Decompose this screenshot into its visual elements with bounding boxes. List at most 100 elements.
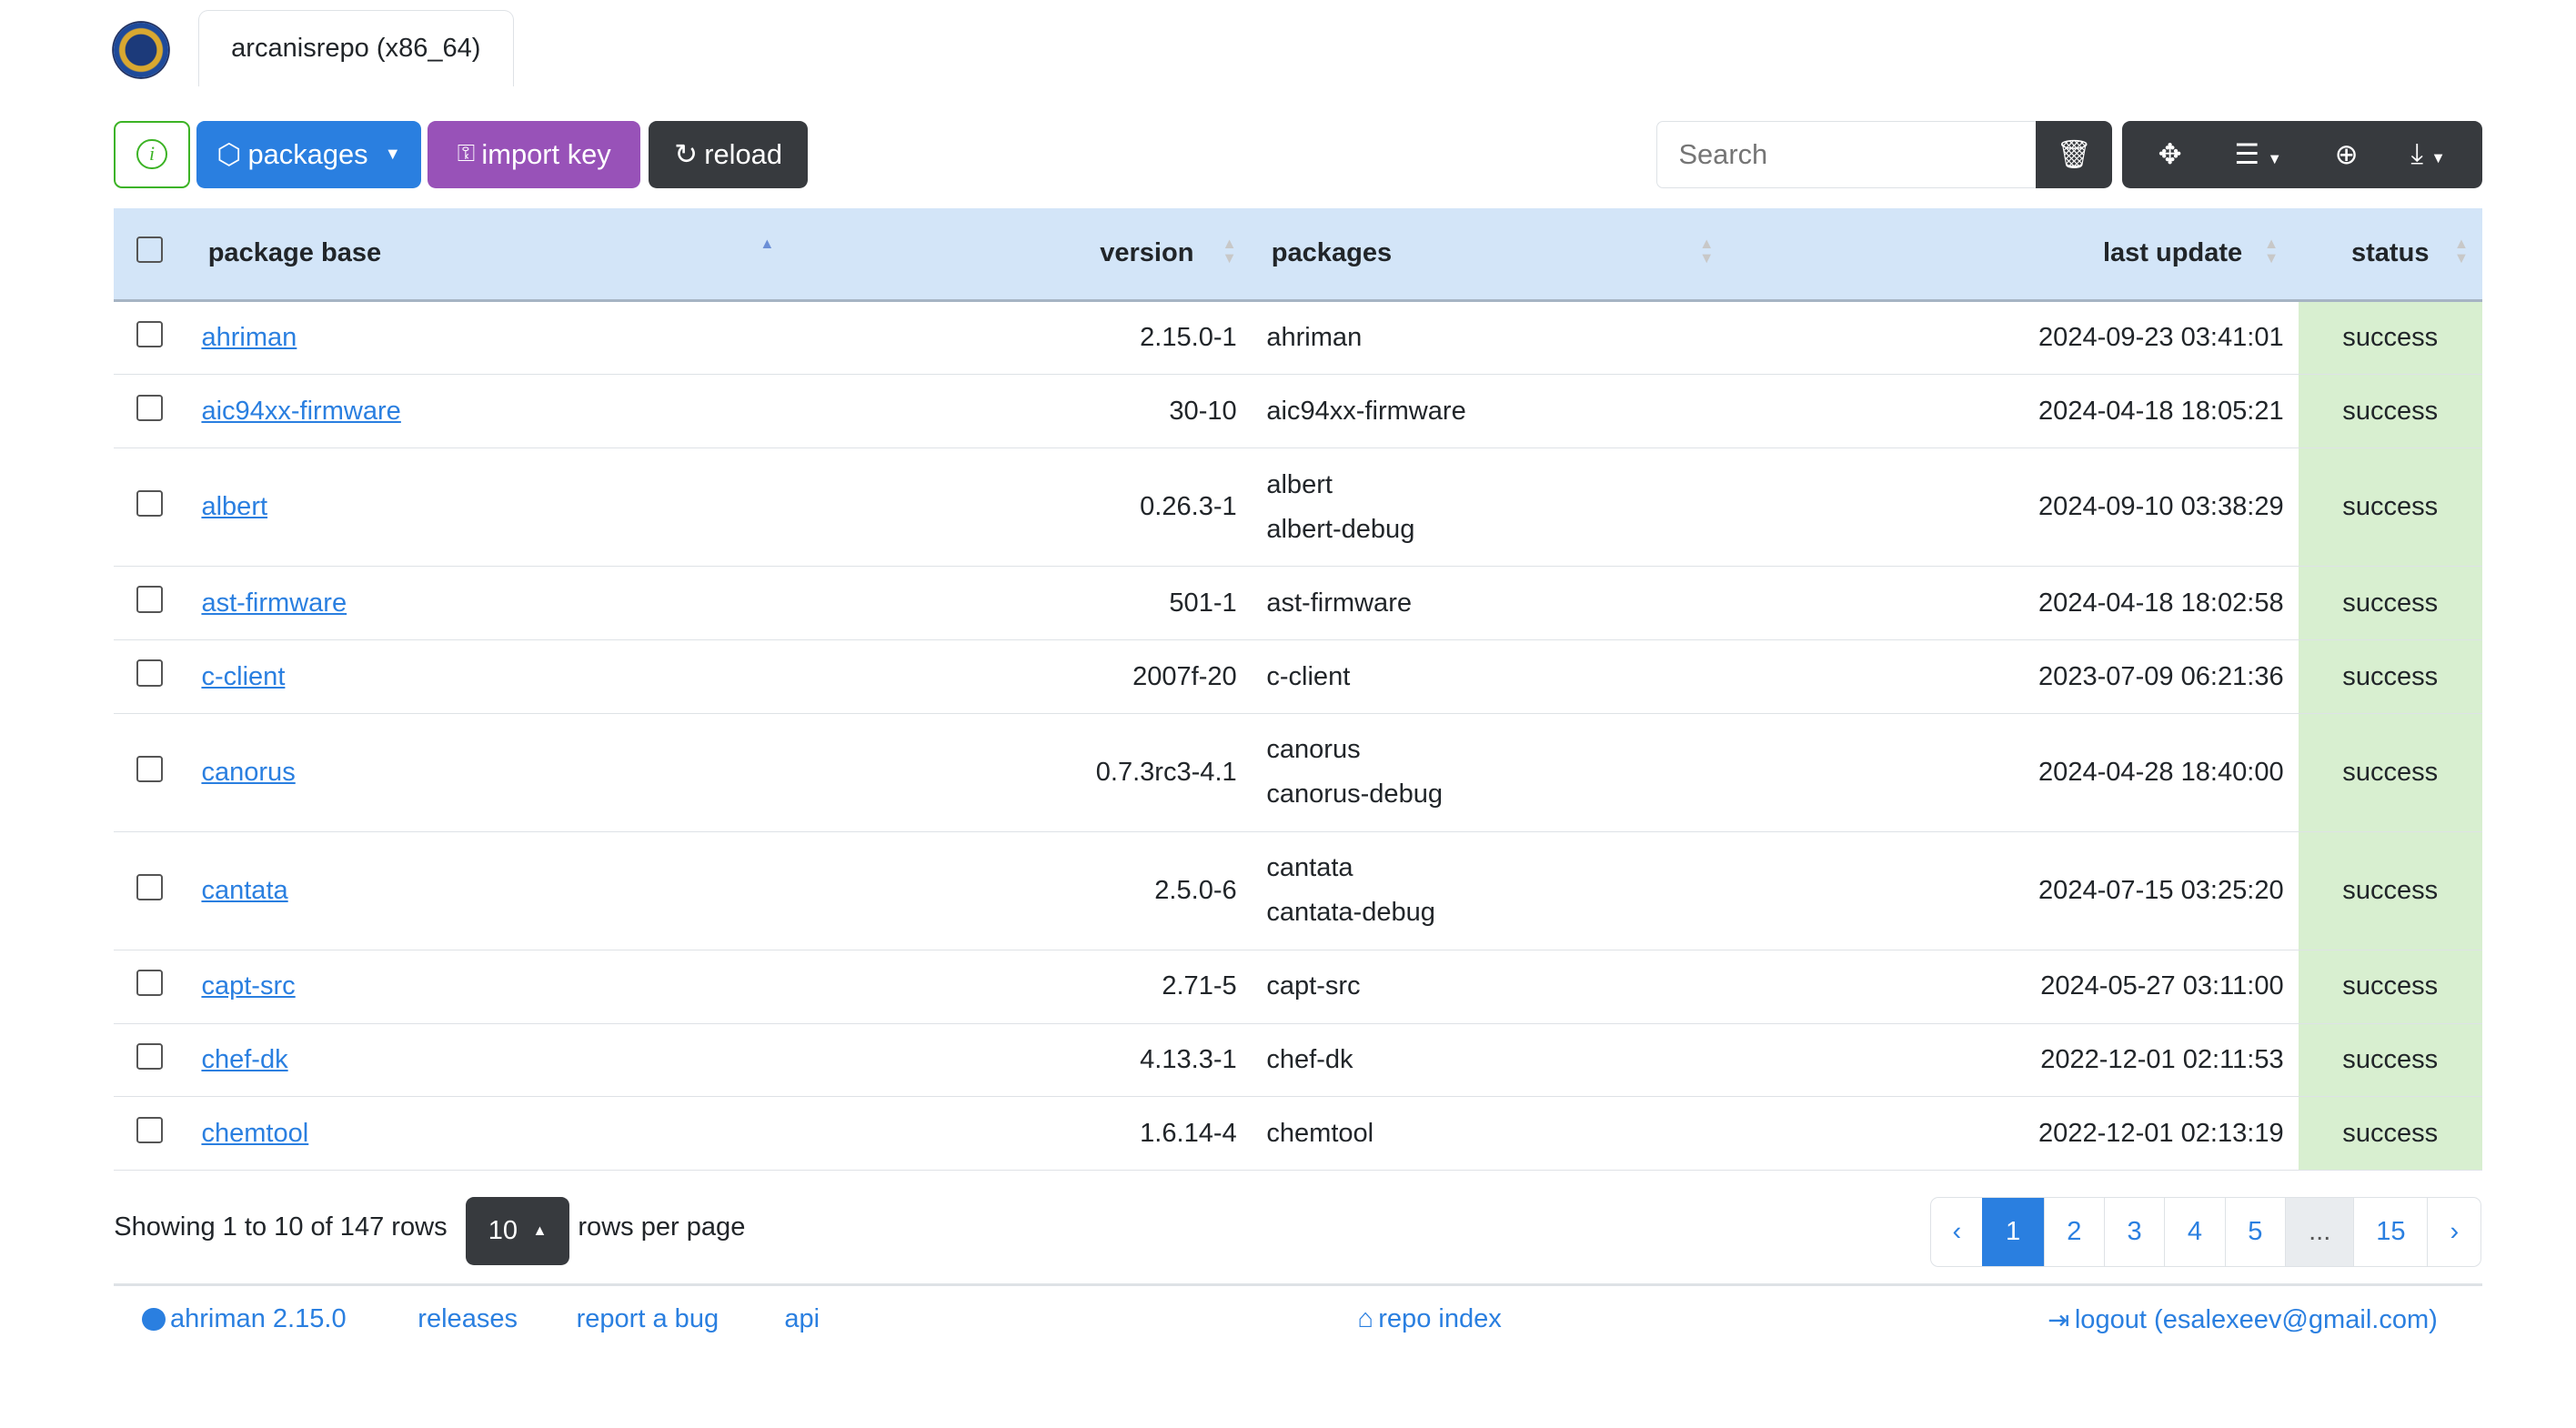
status-cell: success	[2298, 831, 2482, 950]
version-cell: 501-1	[787, 566, 1252, 641]
status-cell: success	[2298, 1023, 2482, 1098]
column-version[interactable]: version ▲ ▼	[787, 207, 1252, 302]
table-row: chef-dk 4.13.3-1 chef-dk 2022-12-01 02:1…	[114, 1023, 2482, 1098]
package-base-link[interactable]: albert	[201, 492, 268, 522]
packages-cell: ast-firmware	[1252, 566, 1727, 641]
repo-index-link[interactable]: ⌂ repo index	[1357, 1304, 1502, 1334]
row-checkbox[interactable]	[136, 1042, 163, 1071]
package-base-link[interactable]: chemtool	[201, 1118, 309, 1148]
row-checkbox[interactable]	[136, 1116, 163, 1144]
import-key-button[interactable]: ⚿ import key	[428, 120, 641, 188]
row-checkbox[interactable]	[136, 490, 163, 518]
package-base-link[interactable]: chef-dk	[201, 1045, 288, 1075]
table-row: c-client 2007f-20 c-client 2023-07-09 06…	[114, 639, 2482, 714]
status-cell: success	[2298, 950, 2482, 1024]
packages-cell: albert albert-debug	[1252, 448, 1727, 568]
ahriman-logo[interactable]	[114, 23, 169, 78]
sort-icon: ▲ ▼	[2453, 235, 2470, 266]
table-row: ast-firmware 501-1 ast-firmware 2024-04-…	[114, 566, 2482, 641]
row-checkbox[interactable]	[136, 659, 163, 687]
logout-link[interactable]: ⇥ logout (esalexeev@gmail.com)	[2048, 1305, 2438, 1336]
version-link[interactable]: ahriman 2.15.0	[142, 1304, 347, 1334]
packages-cell: chef-dk	[1252, 1023, 1727, 1098]
page-2[interactable]: 2	[2043, 1198, 2104, 1266]
last-update-cell: 2024-04-28 18:40:00	[1726, 713, 2299, 832]
packages-cell: ahriman	[1252, 300, 1727, 376]
footer-divider	[114, 1282, 2482, 1287]
reload-button[interactable]: ↻ reload	[649, 120, 808, 188]
row-select-cell	[114, 448, 186, 568]
clear-search-button[interactable]: 🗑	[2036, 120, 2112, 188]
pagination: ‹ 1 2 3 4 5 ... 15 ›	[1930, 1197, 2482, 1267]
row-select-cell	[114, 566, 186, 641]
fullscreen-arrows-icon[interactable]: ✥	[2158, 137, 2182, 170]
import-key-label: import key	[481, 137, 611, 170]
packages-label: packages	[247, 137, 368, 170]
packages-dropdown-button[interactable]: ⬡ packages ▼	[196, 120, 421, 188]
column-package-base[interactable]: package base ▲	[185, 207, 788, 302]
packages-cell: cantata cantata-debug	[1252, 831, 1727, 950]
sort-asc-icon: ▲	[760, 235, 775, 252]
page-4[interactable]: 4	[2164, 1198, 2224, 1266]
api-link[interactable]: api	[784, 1304, 820, 1334]
table-row: canorus 0.7.3rc3-4.1 canorus canorus-debu…	[114, 713, 2482, 832]
status-cell: success	[2298, 566, 2482, 641]
column-packages[interactable]: packages ▲ ▼	[1252, 207, 1727, 302]
releases-link[interactable]: releases	[418, 1304, 518, 1334]
page-1[interactable]: 1	[1982, 1198, 2044, 1266]
page-next[interactable]: ›	[2427, 1198, 2480, 1266]
package-base-link[interactable]: cantata	[201, 875, 288, 905]
version-cell: 2.5.0-6	[787, 831, 1252, 950]
zoom-in-icon[interactable]: ⊕	[2334, 137, 2359, 170]
last-update-cell: 2022-12-01 02:11:53	[1726, 1023, 2299, 1098]
status-cell: success	[2298, 448, 2482, 568]
package-name: albert	[1266, 469, 1333, 499]
package-name: ast-firmware	[1266, 588, 1413, 618]
row-checkbox[interactable]	[136, 969, 163, 997]
report-bug-link[interactable]: report a bug	[576, 1304, 719, 1334]
page-3[interactable]: 3	[2103, 1198, 2164, 1266]
package-base-link[interactable]: canorus	[201, 757, 296, 787]
row-checkbox[interactable]	[136, 394, 163, 422]
github-icon	[142, 1307, 166, 1332]
table-row: ahriman 2.15.0-1 ahriman 2024-09-23 03:4…	[114, 300, 2482, 376]
select-all-checkbox[interactable]	[136, 236, 163, 264]
package-base-link[interactable]: ahriman	[201, 323, 297, 352]
packages-cell: canorus canorus-debug	[1252, 713, 1727, 832]
page-5[interactable]: 5	[2224, 1198, 2285, 1266]
row-select-cell	[114, 713, 186, 832]
page-size-select[interactable]: 10 ▲	[465, 1197, 570, 1265]
column-last-update[interactable]: last update ▲ ▼	[1726, 207, 2299, 302]
package-base-link[interactable]: aic94xx-firmware	[201, 396, 401, 426]
row-checkbox[interactable]	[136, 873, 163, 900]
row-checkbox[interactable]	[136, 755, 163, 783]
package-base-link[interactable]: capt-src	[201, 971, 296, 1001]
row-select-cell	[114, 1023, 186, 1098]
box-icon: ⬡	[216, 137, 242, 170]
page-15[interactable]: 15	[2353, 1198, 2427, 1266]
repo-tab[interactable]: arcanisrepo (x86_64)	[197, 9, 514, 87]
version-cell: 0.26.3-1	[787, 448, 1252, 568]
package-name: ahriman	[1266, 322, 1363, 352]
page-prev[interactable]: ‹	[1952, 1216, 1962, 1246]
info-button[interactable]: i	[114, 120, 190, 188]
status-cell: success	[2298, 1096, 2482, 1172]
package-name: c-client	[1266, 661, 1351, 691]
row-checkbox[interactable]	[136, 586, 163, 613]
table-row: cantata 2.5.0-6 cantata cantata-debug 202…	[114, 831, 2482, 950]
row-checkbox[interactable]	[136, 320, 163, 348]
version-cell: 2.15.0-1	[787, 300, 1252, 376]
columns-list-icon[interactable]: ☰ ▼	[2234, 137, 2282, 170]
search-input[interactable]	[1655, 120, 2037, 188]
reload-icon: ↻	[674, 137, 698, 170]
column-status[interactable]: status ▲ ▼	[2298, 207, 2482, 302]
reload-label: reload	[704, 137, 783, 170]
packages-table: package base ▲ version ▲ ▼ packages ▲ ▼ last …	[114, 207, 2482, 1172]
last-update-cell: 2024-04-18 18:02:58	[1726, 566, 2299, 641]
row-select-cell	[114, 639, 186, 714]
package-base-link[interactable]: c-client	[201, 661, 286, 691]
package-base-link[interactable]: ast-firmware	[201, 588, 347, 618]
packages-cell: capt-src	[1252, 950, 1727, 1024]
download-icon[interactable]: ⤓ ▼	[2410, 137, 2446, 170]
package-name: albert-debug	[1266, 514, 1415, 544]
